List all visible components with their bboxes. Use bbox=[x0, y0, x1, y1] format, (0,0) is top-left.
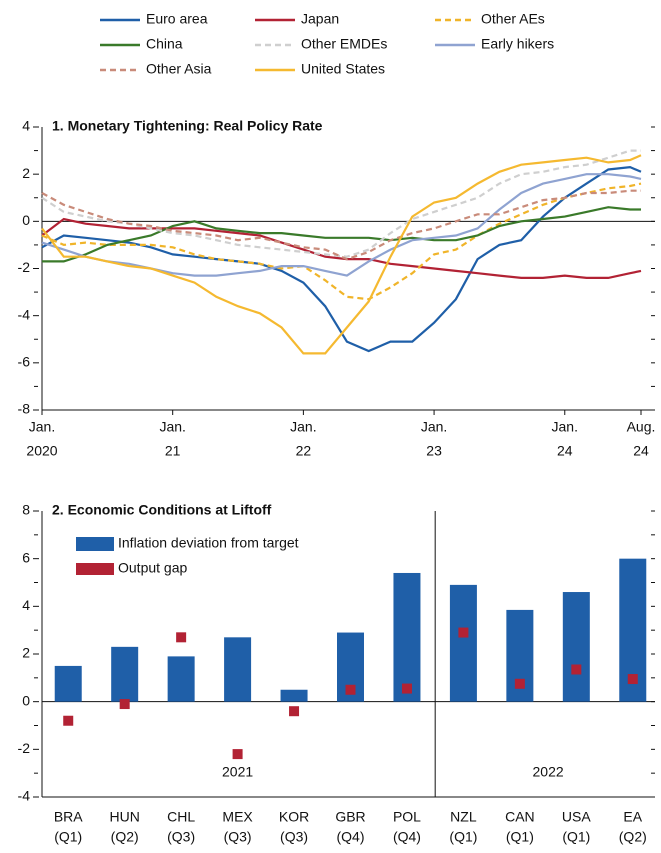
legend-label: China bbox=[146, 36, 183, 52]
x-tick-label: USA bbox=[562, 809, 591, 825]
y-tick-label: -2 bbox=[18, 259, 31, 275]
line bbox=[41, 217, 642, 279]
group-label: 2021 bbox=[222, 764, 253, 780]
x-tick-label: (Q1) bbox=[506, 829, 534, 845]
x-tick-label: MEX bbox=[222, 809, 253, 825]
x-tick-label: 24 bbox=[557, 443, 573, 459]
bar bbox=[54, 665, 82, 702]
x-tick-label: 23 bbox=[426, 443, 442, 459]
x-tick-label: 21 bbox=[165, 443, 181, 459]
point bbox=[176, 632, 187, 643]
bar bbox=[280, 689, 308, 702]
x-tick-label: (Q4) bbox=[393, 829, 421, 845]
y-tick-label: 0 bbox=[22, 212, 30, 228]
x-tick-label: (Q4) bbox=[337, 829, 365, 845]
y-tick-label: -8 bbox=[18, 401, 31, 417]
y-tick-label: 2 bbox=[22, 165, 30, 181]
bar bbox=[111, 646, 139, 702]
point bbox=[571, 664, 582, 675]
bar bbox=[393, 572, 421, 702]
legend-label: Other AEs bbox=[481, 11, 545, 27]
x-tick-label: EA bbox=[623, 809, 642, 825]
y-tick-label: -6 bbox=[18, 354, 31, 370]
chart-title: 2. Economic Conditions at Liftoff bbox=[52, 502, 272, 518]
x-tick-label: GBR bbox=[335, 809, 365, 825]
legend-label: Euro area bbox=[146, 11, 208, 27]
point bbox=[119, 699, 130, 710]
x-tick-label: Jan. bbox=[552, 419, 578, 435]
y-tick-label: 4 bbox=[22, 597, 30, 613]
x-tick-label: (Q1) bbox=[562, 829, 590, 845]
legend-label: United States bbox=[301, 61, 385, 77]
x-tick-label: Jan. bbox=[290, 419, 316, 435]
bar bbox=[449, 584, 477, 702]
bar bbox=[167, 656, 195, 702]
bar bbox=[224, 637, 252, 702]
legend-label: Output gap bbox=[118, 560, 187, 576]
point bbox=[458, 627, 469, 638]
legend-label: Other EMDEs bbox=[301, 36, 387, 52]
x-tick-label: 2020 bbox=[26, 443, 57, 459]
legend-swatch bbox=[76, 537, 114, 551]
line bbox=[41, 189, 641, 261]
y-tick-label: -4 bbox=[18, 788, 31, 804]
y-tick-label: 6 bbox=[22, 549, 30, 565]
legend-label: Other Asia bbox=[146, 61, 212, 77]
x-tick-label: Aug. bbox=[627, 419, 656, 435]
point bbox=[627, 674, 638, 685]
y-tick-label: 8 bbox=[22, 502, 30, 518]
x-tick-label: 22 bbox=[296, 443, 312, 459]
legend-label: Early hikers bbox=[481, 36, 554, 52]
x-tick-label: NZL bbox=[450, 809, 477, 825]
y-tick-label: 4 bbox=[22, 118, 30, 134]
line bbox=[42, 206, 641, 263]
line bbox=[41, 154, 642, 355]
x-tick-label: Jan. bbox=[421, 419, 447, 435]
line bbox=[41, 149, 641, 258]
x-tick-label: 24 bbox=[633, 443, 649, 459]
x-tick-label: (Q3) bbox=[167, 829, 195, 845]
y-tick-label: 0 bbox=[22, 692, 30, 708]
group-label: 2022 bbox=[533, 764, 564, 780]
x-tick-label: Jan. bbox=[159, 419, 185, 435]
x-tick-label: CAN bbox=[505, 809, 535, 825]
bar bbox=[562, 592, 590, 702]
x-tick-label: Jan. bbox=[29, 419, 55, 435]
legend-swatch bbox=[76, 563, 114, 575]
x-tick-label: (Q3) bbox=[224, 829, 252, 845]
point bbox=[345, 684, 356, 695]
point bbox=[63, 715, 74, 726]
x-tick-label: POL bbox=[393, 809, 421, 825]
point bbox=[289, 706, 300, 717]
point bbox=[232, 749, 243, 760]
legend-label: Japan bbox=[301, 11, 339, 27]
point bbox=[401, 683, 412, 694]
x-tick-label: (Q2) bbox=[111, 829, 139, 845]
point bbox=[514, 678, 525, 689]
x-tick-label: KOR bbox=[279, 809, 309, 825]
y-tick-label: 2 bbox=[22, 645, 30, 661]
line bbox=[41, 182, 642, 301]
x-tick-label: HUN bbox=[110, 809, 140, 825]
y-tick-label: -2 bbox=[18, 740, 31, 756]
x-tick-label: (Q2) bbox=[619, 829, 647, 845]
y-tick-label: -4 bbox=[18, 306, 31, 322]
x-tick-label: (Q1) bbox=[54, 829, 82, 845]
x-tick-label: (Q3) bbox=[280, 829, 308, 845]
x-tick-label: (Q1) bbox=[449, 829, 477, 845]
chart-title: 1. Monetary Tightening: Real Policy Rate bbox=[52, 118, 323, 134]
x-tick-label: CHL bbox=[167, 809, 195, 825]
legend-label: Inflation deviation from target bbox=[118, 535, 299, 551]
x-tick-label: BRA bbox=[54, 809, 83, 825]
